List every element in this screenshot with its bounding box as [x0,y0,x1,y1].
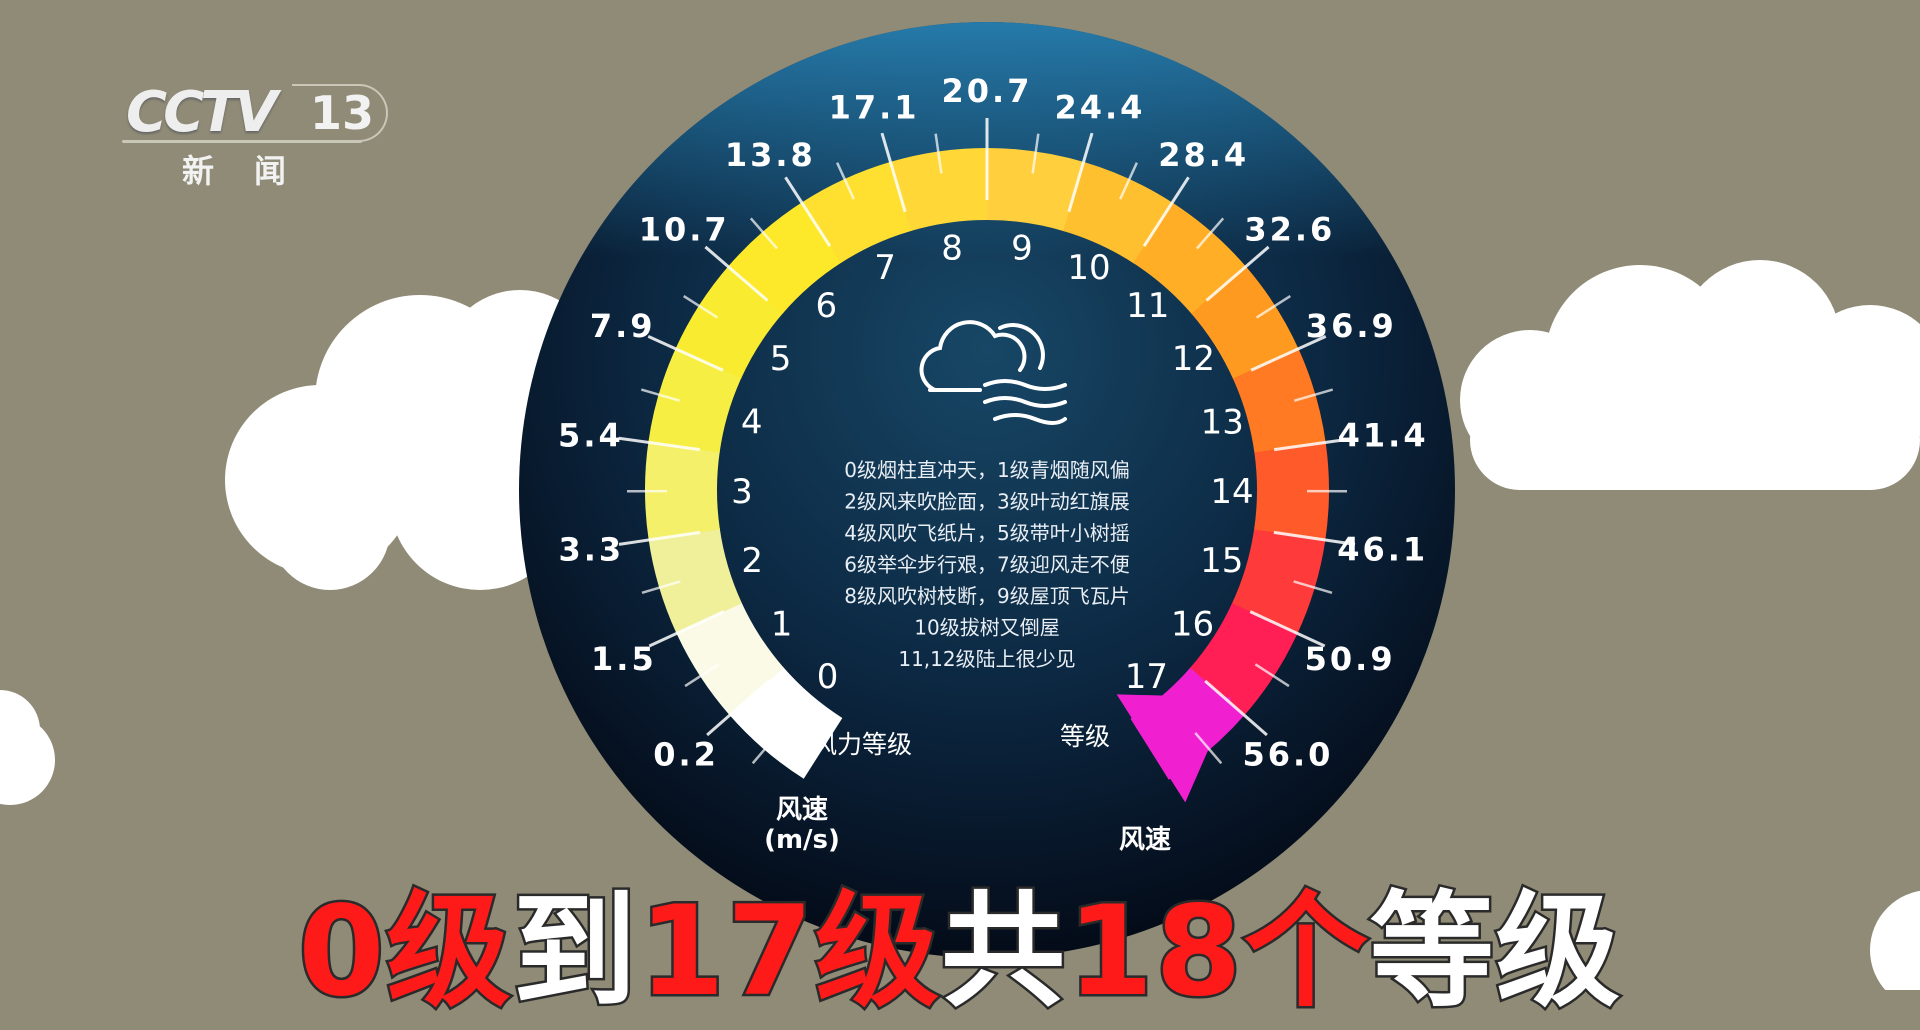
caption-part: 18个 [1067,880,1370,1024]
cctv13-logo: CCTV 13 新闻 [122,80,372,190]
speed-label: 28.4 [1158,136,1249,174]
caption-part: 等级 [1370,880,1622,1024]
level-axis-label: 风力等级 [812,730,912,759]
level-label: 15 [1200,541,1243,581]
caption-part: 共 [941,880,1067,1024]
speed-label: 36.9 [1306,307,1397,345]
level-label: 0 [817,657,839,697]
speed-label: 10.7 [639,211,730,249]
level-label: 9 [1011,229,1033,269]
level-label: 11 [1126,286,1169,326]
level-label: 4 [741,403,763,443]
caption-part: 0级 [298,880,512,1024]
level-label: 5 [770,339,792,379]
level-label: 6 [815,286,837,326]
rhyme-line: 6级举伞步行艰，7级迎风走不便 [844,553,1129,577]
level-label: 14 [1210,472,1253,512]
speed-label: 50.9 [1305,640,1396,678]
level-label: 12 [1172,339,1215,379]
level-label: 10 [1067,248,1110,288]
speed-label: 13.8 [725,136,816,174]
rhyme-line: 2级风来吹脸面，3级叶动红旗展 [844,490,1129,514]
speed-label: 17.1 [829,88,920,126]
rhyme-line: 10级拔树又倒屋 [914,616,1059,640]
speed-label: 56.0 [1242,735,1333,773]
logo-subtitle: 新闻 [182,146,326,192]
logo-brand: CCTV [126,80,274,145]
end-level-label: 等级 [1060,722,1110,751]
level-label: 17 [1125,657,1168,697]
rhyme-line: 11,12级陆上很少见 [898,647,1075,671]
speed-label: 32.6 [1244,211,1335,249]
speed-label: 20.7 [942,72,1033,110]
speed-label: 7.9 [590,307,656,345]
speed-label: 5.4 [558,416,624,454]
speed-label: 1.5 [591,640,657,678]
level-label: 7 [874,248,896,288]
logo-channel: 13 [292,84,388,142]
speed-label: 41.4 [1338,416,1429,454]
caption: 0级到17级共18个等级 [0,850,1920,1030]
speed-label: 3.3 [558,530,624,568]
rhyme-line: 8级风吹树枝断，9级屋顶飞瓦片 [844,584,1129,608]
speed-axis-label: 风速 [776,795,828,825]
cloud-right [1460,260,1920,490]
caption-part: 到 [513,880,639,1024]
level-label: 13 [1201,403,1244,443]
speed-label: 24.4 [1054,88,1145,126]
caption-part: 17级 [639,880,942,1024]
cloud-small-left [0,690,55,805]
rhyme-line: 0级烟柱直冲天，1级青烟随风偏 [844,458,1129,482]
speed-label: 46.1 [1337,530,1428,568]
level-label: 2 [741,541,763,581]
level-label: 16 [1171,604,1214,644]
speed-label: 0.2 [653,735,719,773]
level-label: 1 [771,604,793,644]
level-label: 8 [941,229,963,269]
logo-underline [122,140,362,143]
rhyme-line: 4级风吹飞纸片，5级带叶小树摇 [844,521,1129,545]
level-label: 3 [731,472,753,512]
